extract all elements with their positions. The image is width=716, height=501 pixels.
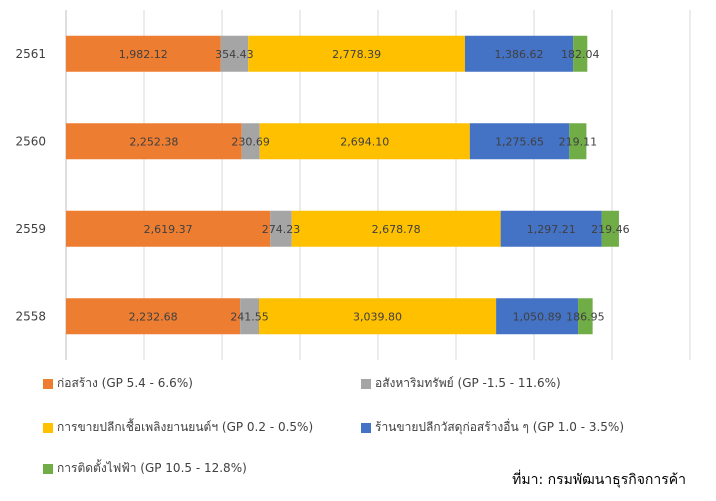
category-label: 2561 — [15, 47, 46, 61]
category-label: 2559 — [15, 222, 46, 236]
data-labels: 1,982.12 354.43 2,778.39 1,386.62 182.04 2,25… — [119, 48, 630, 324]
data-label: 274.23 — [262, 223, 301, 236]
data-label: 2,619.37 — [144, 223, 193, 236]
data-label: 2,678.78 — [372, 223, 421, 236]
data-label: 354.43 — [215, 48, 254, 61]
data-label: 1,297.21 — [527, 223, 576, 236]
data-label: 182.04 — [561, 48, 600, 61]
legend-item-electrical: การติดตั้งไฟฟ้า (GP 10.5 - 12.8%) — [43, 459, 247, 478]
data-label: 2,232.68 — [129, 310, 178, 323]
data-label: 2,694.10 — [340, 135, 389, 148]
legend-item-construction: ก่อสร้าง (GP 5.4 - 6.6%) — [43, 374, 193, 393]
bar-segment — [464, 35, 574, 72]
category-label: 2558 — [15, 309, 46, 323]
bar-segment — [569, 123, 587, 160]
legend-label: การขายปลีกเชื้อเพลิงยานยนต์ฯ (GP 0.2 - 0… — [57, 420, 314, 434]
bar-segment — [220, 35, 249, 72]
legend-item-fuel-retail: การขายปลีกเชื้อเพลิงยานยนต์ฯ (GP 0.2 - 0… — [43, 418, 313, 437]
data-label: 2,252.38 — [129, 135, 178, 148]
legend-swatch — [361, 422, 371, 433]
bar-segment — [66, 123, 242, 160]
bar-segment — [578, 298, 593, 335]
data-label: 1,386.62 — [495, 48, 544, 61]
legend-label: อสังหาริมทรัพย์ (GP -1.5 - 11.6%) — [375, 376, 561, 390]
bar-segment — [241, 123, 260, 160]
bar-segment — [573, 35, 588, 72]
bar-segment — [259, 123, 470, 160]
category-labels: 2561 2560 2559 2558 — [15, 47, 46, 324]
legend-swatch — [361, 378, 371, 389]
bar-segment — [469, 123, 570, 160]
data-label: 230.69 — [231, 135, 270, 148]
legend-label: ก่อสร้าง (GP 5.4 - 6.6%) — [57, 376, 193, 390]
bar-segment — [270, 210, 292, 247]
data-label: 3,039.80 — [353, 310, 402, 323]
bar-segment — [66, 298, 241, 335]
category-label: 2560 — [15, 134, 46, 148]
legend-swatch — [43, 378, 53, 389]
bar-segment — [601, 210, 619, 247]
legend-swatch — [43, 422, 53, 433]
data-label: 1,982.12 — [119, 48, 168, 61]
data-label: 1,050.89 — [513, 310, 562, 323]
legend-item-construction-materials: ร้านขายปลีกวัสดุก่อสร้างอื่น ๆ (GP 1.0 -… — [361, 418, 624, 437]
bar-segment — [66, 210, 271, 247]
bar-segment — [258, 298, 497, 335]
data-label: 186.95 — [566, 310, 605, 323]
legend-label: ร้านขายปลีกวัสดุก่อสร้างอื่น ๆ (GP 1.0 -… — [375, 420, 625, 434]
bars — [66, 35, 619, 335]
legend-label: การติดตั้งไฟฟ้า (GP 10.5 - 12.8%) — [57, 461, 247, 475]
bar-segment — [500, 210, 602, 247]
legend-item-real-estate: อสังหาริมทรัพย์ (GP -1.5 - 11.6%) — [361, 374, 561, 393]
bar-segment — [240, 298, 259, 335]
data-label: 1,275.65 — [495, 135, 544, 148]
data-label: 219.11 — [559, 135, 598, 148]
source-note: ที่มา: กรมพัฒนาธุรกิจการค้า — [512, 472, 686, 488]
bar-segment — [291, 210, 501, 247]
bar-segment — [496, 298, 579, 335]
data-label: 2,778.39 — [332, 48, 381, 61]
bar-segment — [248, 35, 465, 72]
bar-segment — [66, 35, 221, 72]
data-label: 219.46 — [591, 223, 630, 236]
legend-swatch — [43, 463, 53, 474]
data-label: 241.55 — [230, 310, 269, 323]
